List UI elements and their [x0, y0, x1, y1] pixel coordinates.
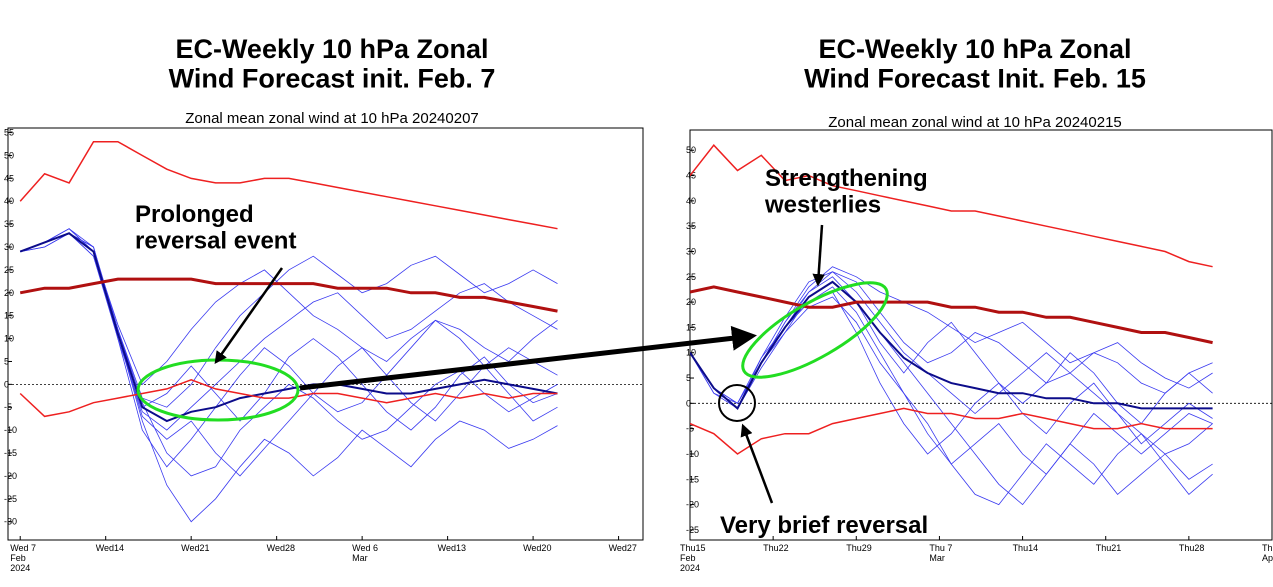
y-tick-label: -20: [4, 471, 17, 481]
x-tick-label: Thu14: [1013, 543, 1039, 553]
y-tick-label: 10: [4, 334, 14, 344]
x-tick-label: Wed27: [609, 543, 637, 553]
y-tick-label: 35: [686, 221, 696, 231]
y-tick-label: 5: [4, 356, 9, 366]
y-tick-label: 40: [686, 196, 696, 206]
series-line: [19, 232, 558, 423]
series-line: [19, 378, 558, 418]
y-tick-label: 25: [4, 265, 14, 275]
x-tick-label: Thu28: [1179, 543, 1205, 553]
series-line: [690, 280, 1213, 410]
arrow: [299, 325, 757, 391]
y-tick-label: -15: [4, 448, 17, 458]
y-tick-label: 30: [686, 246, 696, 256]
y-tick-label: -10: [4, 425, 17, 435]
chart-title: EC-Weekly 10 hPa Zonal Wind Forecast Init…: [804, 34, 1146, 94]
series-line: [690, 144, 1213, 268]
annotation: Very brief reversal: [720, 512, 928, 539]
x-tick-label: Thu22: [763, 543, 789, 553]
annotation: Prolonged reversal event: [135, 201, 296, 254]
arrow: [812, 224, 825, 287]
y-tick-label: 45: [4, 173, 14, 183]
series-group: [19, 140, 558, 523]
highlight-ellipse: [741, 281, 889, 379]
y-tick-label: 0: [686, 398, 691, 408]
series-line: [690, 266, 1213, 410]
chart-subtitle: Zonal mean zonal wind at 10 hPa 20240215: [828, 114, 1122, 131]
y-tick-label: 50: [686, 145, 696, 155]
y-tick-label: -25: [4, 494, 17, 504]
arrow: [214, 267, 284, 365]
y-tick-label: 35: [4, 219, 14, 229]
x-tick-label: Thu21: [1096, 543, 1122, 553]
arrow: [740, 423, 774, 504]
series-line: [20, 232, 558, 431]
x-tick-label: Wed28: [267, 543, 295, 553]
x-tick-label: Wed14: [96, 543, 124, 553]
y-tick-label: -30: [4, 517, 17, 527]
x-tick-label: Wed20: [523, 543, 551, 553]
y-tick-label: -15: [686, 474, 699, 484]
series-line: [20, 232, 558, 386]
y-tick-label: -10: [686, 449, 699, 459]
series-line: [690, 281, 1213, 506]
chart-subtitle: Zonal mean zonal wind at 10 hPa 20240207: [185, 110, 479, 127]
annotation: Strengthening westerlies: [764, 165, 928, 218]
overlay: [136, 224, 889, 504]
series-line: [690, 271, 1213, 455]
x-tick-label: Thu 7 Mar: [929, 543, 952, 563]
y-tick-label: -25: [686, 525, 699, 535]
y-tick-label: -5: [4, 402, 12, 412]
x-tick-label: Wed13: [438, 543, 466, 553]
x-tick-label: Thu29: [846, 543, 872, 553]
series-line: [690, 285, 1213, 345]
plots: EC-Weekly 10 hPa Zonal Wind Forecast init…: [4, 34, 1273, 573]
series-line: [690, 407, 1213, 455]
y-tick-label: 25: [686, 272, 696, 282]
series-line: [20, 228, 558, 408]
y-tick-label: 20: [686, 297, 696, 307]
plot-frame: [7, 127, 644, 541]
y-tick-label: 5: [686, 373, 691, 383]
highlight-circle: [718, 384, 756, 422]
y-tick-label: 50: [4, 150, 14, 160]
chart-title: EC-Weekly 10 hPa Zonal Wind Forecast init…: [169, 34, 496, 94]
x-tick-label: Wed 6 Mar: [352, 543, 378, 563]
y-tick-label: -20: [686, 500, 699, 510]
y-tick-label: 45: [686, 171, 696, 181]
y-tick-label: 15: [4, 311, 14, 321]
y-tick-label: -5: [686, 424, 694, 434]
y-tick-label: 55: [4, 128, 14, 138]
y-tick-label: 40: [4, 196, 14, 206]
x-tick-label: ThuAp: [1262, 543, 1273, 563]
y-tick-label: 20: [4, 288, 14, 298]
series-line: [690, 296, 1213, 506]
x-tick-label: Thu15 Feb 2024: [680, 543, 706, 573]
y-tick-label: 15: [686, 322, 696, 332]
series-line: [19, 277, 558, 313]
x-tick-label: Wed21: [181, 543, 209, 553]
series-group: [690, 144, 1213, 506]
y-tick-label: 30: [4, 242, 14, 252]
x-tick-label: Wed 7 Feb 2024: [10, 543, 36, 573]
series-line: [19, 140, 558, 230]
y-tick-label: 0: [4, 379, 9, 389]
